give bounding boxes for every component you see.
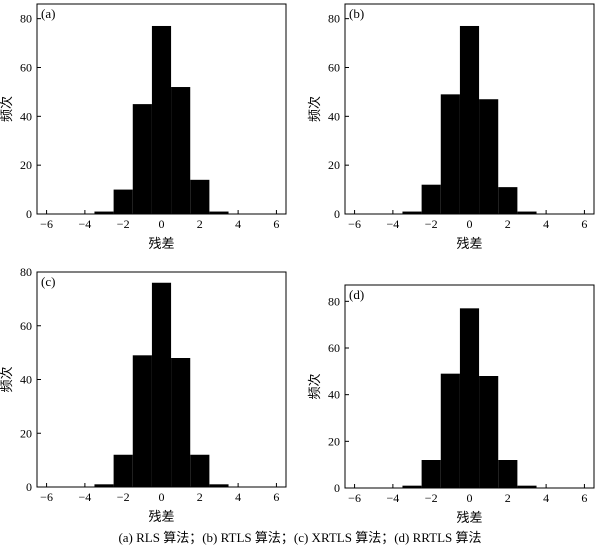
histogram-bar bbox=[479, 376, 499, 488]
histogram-bar bbox=[421, 184, 441, 214]
histogram-bar bbox=[113, 189, 133, 214]
x-tick-label: 4 bbox=[543, 491, 549, 505]
x-tick-label: −6 bbox=[348, 491, 361, 505]
x-tick-label: 0 bbox=[159, 490, 165, 504]
x-tick-label: 0 bbox=[467, 217, 473, 231]
x-tick-label: −2 bbox=[117, 490, 130, 504]
x-axis-label: 残差 bbox=[148, 236, 174, 251]
histogram-bar bbox=[190, 454, 210, 487]
histogram-bar bbox=[113, 454, 133, 487]
y-tick-label: 80 bbox=[20, 265, 32, 279]
y-tick-label: 0 bbox=[334, 481, 340, 495]
y-axis-label: 频次 bbox=[0, 96, 14, 122]
panel-label: (d) bbox=[349, 287, 364, 302]
y-tick-label: 60 bbox=[328, 341, 340, 355]
x-tick-label: 0 bbox=[467, 491, 473, 505]
x-tick-label: 2 bbox=[197, 490, 203, 504]
histogram-bar bbox=[421, 460, 441, 488]
x-tick-label: −4 bbox=[386, 491, 399, 505]
histogram-bar bbox=[94, 211, 114, 214]
x-tick-label: −2 bbox=[117, 217, 130, 231]
histogram-bar bbox=[151, 25, 172, 214]
y-tick-label: 40 bbox=[328, 109, 340, 123]
histogram-bar bbox=[440, 373, 460, 488]
y-axis-label: 频次 bbox=[307, 373, 322, 399]
histogram-bar bbox=[440, 94, 460, 214]
histogram-bar bbox=[498, 187, 518, 214]
y-axis-label: 频次 bbox=[0, 366, 14, 392]
figure-caption: (a) RLS 算法；(b) RTLS 算法；(c) XRTLS 算法；(d) … bbox=[118, 530, 482, 545]
x-tick-label: 6 bbox=[273, 217, 279, 231]
x-tick-label: −6 bbox=[348, 217, 361, 231]
x-tick-label: 0 bbox=[159, 217, 165, 231]
y-axis-label: 频次 bbox=[307, 96, 322, 122]
y-tick-label: 80 bbox=[20, 12, 32, 26]
x-tick-label: 4 bbox=[235, 217, 241, 231]
y-tick-label: 80 bbox=[328, 294, 340, 308]
histogram-bar bbox=[151, 282, 172, 487]
panel-label: (c) bbox=[41, 274, 55, 289]
histogram-bar bbox=[517, 485, 537, 488]
x-tick-label: 6 bbox=[581, 491, 587, 505]
x-tick-label: −4 bbox=[78, 217, 91, 231]
panel-label: (b) bbox=[349, 6, 364, 21]
histogram-bar bbox=[459, 25, 480, 214]
y-tick-label: 60 bbox=[20, 60, 32, 74]
y-tick-label: 60 bbox=[328, 60, 340, 74]
y-tick-label: 40 bbox=[20, 373, 32, 387]
x-axis-label: 残差 bbox=[456, 236, 482, 251]
x-axis-label: 残差 bbox=[456, 510, 482, 525]
x-tick-label: −6 bbox=[40, 490, 53, 504]
x-tick-label: −4 bbox=[386, 217, 399, 231]
histogram-bar bbox=[517, 211, 537, 214]
x-tick-label: 4 bbox=[235, 490, 241, 504]
x-tick-label: 6 bbox=[581, 217, 587, 231]
histogram-bar bbox=[190, 179, 210, 214]
y-tick-label: 60 bbox=[20, 319, 32, 333]
y-tick-label: 0 bbox=[26, 207, 32, 221]
x-tick-label: 2 bbox=[505, 217, 511, 231]
histogram-bar bbox=[132, 104, 152, 214]
y-tick-label: 20 bbox=[328, 434, 340, 448]
histogram-bar bbox=[209, 211, 229, 214]
y-tick-label: 40 bbox=[328, 388, 340, 402]
y-tick-label: 0 bbox=[26, 480, 32, 494]
x-tick-label: 4 bbox=[543, 217, 549, 231]
histogram-bar bbox=[498, 460, 518, 488]
x-axis-label: 残差 bbox=[148, 509, 174, 524]
x-tick-label: −2 bbox=[425, 491, 438, 505]
y-tick-label: 0 bbox=[334, 207, 340, 221]
histogram-bar bbox=[94, 484, 114, 487]
histogram-bar bbox=[402, 211, 422, 214]
x-tick-label: 6 bbox=[273, 490, 279, 504]
x-tick-label: 2 bbox=[197, 217, 203, 231]
histogram-bar bbox=[209, 484, 229, 487]
histogram-bar bbox=[459, 308, 480, 488]
x-tick-label: −4 bbox=[78, 490, 91, 504]
y-tick-label: 20 bbox=[20, 426, 32, 440]
histogram-bar bbox=[479, 99, 499, 214]
x-tick-label: −6 bbox=[40, 217, 53, 231]
histogram-bar bbox=[171, 87, 191, 214]
panel-label: (a) bbox=[41, 6, 55, 21]
x-tick-label: −2 bbox=[425, 217, 438, 231]
y-tick-label: 20 bbox=[328, 158, 340, 172]
histogram-bar bbox=[402, 485, 422, 488]
y-tick-label: 20 bbox=[20, 158, 32, 172]
y-tick-label: 40 bbox=[20, 109, 32, 123]
histogram-bar bbox=[132, 355, 152, 487]
y-tick-label: 80 bbox=[328, 12, 340, 26]
histogram-bar bbox=[171, 358, 191, 487]
x-tick-label: 2 bbox=[505, 491, 511, 505]
